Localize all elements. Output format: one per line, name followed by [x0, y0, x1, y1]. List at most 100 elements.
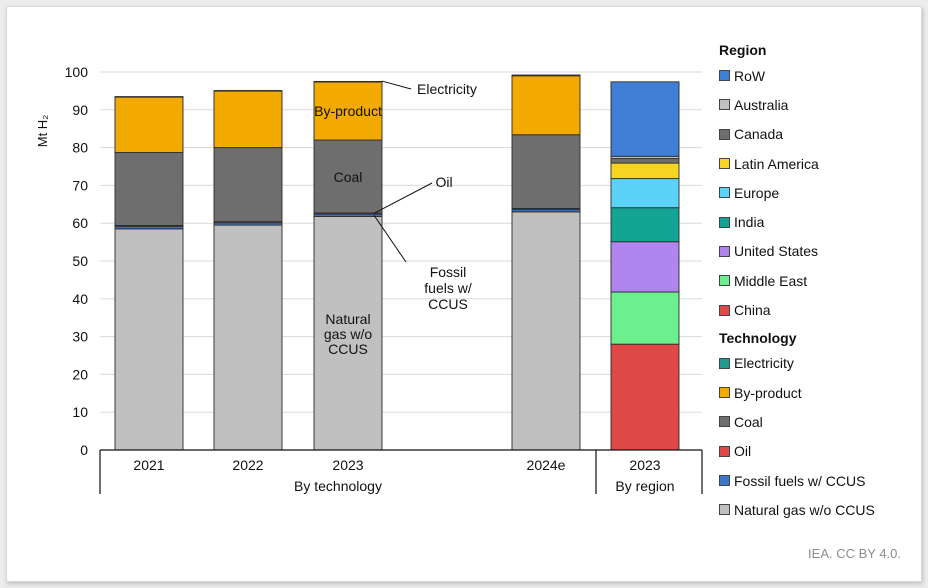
annotation-coal: Coal — [334, 169, 363, 185]
legend-item-technology: Electricity — [719, 349, 924, 378]
tech-bar-segment-electricity — [313, 80, 383, 83]
legend-swatch — [719, 158, 730, 170]
x-tick-label: 2021 — [133, 457, 164, 473]
legend-swatch — [719, 357, 730, 369]
annotation-electricity: Electricity — [417, 81, 477, 97]
legend-label: RoW — [734, 67, 766, 84]
tech-bar-segment-natural-gas-w-o-ccus — [511, 211, 581, 451]
legend-item-region: India — [719, 207, 924, 236]
region-bar-segment-middle-east — [610, 291, 680, 345]
tech-bar-segment-natural-gas-w-o-ccus — [114, 228, 184, 451]
legend-label: Canada — [734, 126, 784, 143]
legend-item-technology: Fossil fuels w/ CCUS — [719, 466, 924, 495]
x-tick-label: 2023 — [629, 457, 660, 473]
y-tick-label: 50 — [72, 253, 88, 269]
legend-label: Latin America — [734, 155, 819, 172]
annotation-natural-gas-line: CCUS — [328, 341, 368, 357]
region-bar-segment-europe — [610, 178, 680, 209]
y-axis-label: Mt H₂ — [35, 115, 50, 148]
legend-heading-region: Region — [719, 42, 767, 58]
legend-swatch — [719, 99, 730, 111]
tech-bar-segment-coal — [313, 139, 383, 214]
legend-label: Middle East — [734, 272, 808, 289]
annotation-natural-gas-line: gas w/o — [324, 326, 372, 342]
annotation-fossil-ccus-line: CCUS — [428, 296, 468, 312]
legend-label: Fossil fuels w/ CCUS — [734, 472, 866, 489]
legend-item-technology: Oil — [719, 437, 924, 466]
tech-bar-segment-electricity — [114, 96, 184, 98]
x-tick-label: 2023 — [332, 457, 363, 473]
chart-card: 0 10 20 30 40 50 60 70 80 90 100 Mt H₂ 2021 2022 2023 2… — [6, 6, 922, 582]
legend-item-region: Latin America — [719, 149, 924, 178]
legend-swatch — [719, 475, 730, 486]
annotation-fossil-ccus: Fossil fuels w/CCUS — [424, 264, 472, 312]
x-tick-label: 2022 — [232, 457, 263, 473]
tech-bar-segment-natural-gas-w-o-ccus — [313, 215, 383, 451]
tech-bar-segment-electricity — [213, 90, 283, 92]
legend-swatch — [719, 128, 730, 140]
y-tick-label: 80 — [72, 140, 88, 156]
tech-bar-segment-natural-gas-w-o-ccus — [213, 224, 283, 451]
y-tick-label: 70 — [72, 177, 88, 193]
region-bar-segment-canada — [610, 158, 680, 164]
legend-label: By-product — [734, 384, 802, 401]
y-tick-label: 30 — [72, 329, 88, 345]
tech-bar-segment-by-product — [511, 75, 581, 136]
leader-line-oil — [373, 182, 433, 214]
legend-item-region: RoW — [719, 61, 924, 90]
legend-label: Coal — [734, 413, 763, 430]
legend-swatch — [719, 387, 730, 399]
group-label-region: By region — [615, 478, 674, 494]
legend-swatch — [719, 504, 730, 516]
legend-item-region: Australia — [719, 90, 924, 119]
legend-item-region: Canada — [719, 120, 924, 149]
y-tick-label: 60 — [72, 215, 88, 231]
legend-swatch — [719, 445, 730, 457]
region-bar-segment-india — [610, 207, 680, 243]
annotation-fossil-ccus-line: Fossil — [430, 264, 467, 280]
x-tick-label: 2024e — [527, 457, 566, 473]
region-bar-segment-latin-america — [610, 162, 680, 180]
legend-swatch — [719, 187, 730, 199]
legend-label: Electricity — [734, 355, 794, 372]
region-bar-segment-united-states — [610, 241, 680, 293]
legend-label: India — [734, 214, 765, 231]
y-tick-label: 10 — [72, 404, 88, 420]
region-bar-segment-china — [610, 343, 680, 451]
legend: Region RoW Australia Canada Latin America Eur… — [719, 37, 924, 524]
legend-label: Europe — [734, 184, 780, 201]
legend-item-region: China — [719, 295, 924, 324]
legend-label: Australia — [734, 96, 789, 113]
tech-bar-segment-electricity — [511, 74, 581, 77]
tech-bar-segment-coal — [213, 147, 283, 223]
tech-bar-segment-by-product — [313, 81, 383, 141]
y-tick-label: 40 — [72, 291, 88, 307]
annotation-fossil-ccus-line: fuels w/ — [424, 280, 472, 296]
legend-swatch — [719, 304, 730, 316]
legend-label: Natural gas w/o CCUS — [734, 501, 875, 518]
stacked-bar-chart: 0 10 20 30 40 50 60 70 80 90 100 Mt H₂ 2021 2022 2023 2… — [35, 64, 703, 494]
credit-text: IEA. CC BY 4.0. — [808, 546, 901, 561]
legend-label: China — [734, 302, 771, 319]
legend-swatch — [719, 245, 730, 257]
region-bar-segment-row — [610, 81, 680, 157]
leader-line-electricity — [381, 80, 412, 90]
annotation-natural-gas: Natural gas w/o CCUS — [324, 311, 372, 357]
legend-swatch — [719, 216, 730, 228]
group-label-technology: By technology — [294, 478, 382, 494]
annotation-by-product: By-product — [314, 103, 382, 119]
tech-bar-segment-coal — [114, 152, 184, 226]
tech-bar-segment-coal — [511, 134, 581, 209]
legend-item-region: Europe — [719, 178, 924, 207]
y-tick-label: 100 — [65, 64, 89, 80]
leader-line-ccus — [373, 214, 407, 263]
legend-item-region: Middle East — [719, 266, 924, 295]
legend-swatch — [719, 416, 730, 428]
tech-bar-segment-by-product — [114, 96, 184, 153]
legend-item-technology: By-product — [719, 378, 924, 407]
y-tick-label: 0 — [80, 442, 88, 458]
annotation-oil: Oil — [435, 174, 452, 190]
tech-bar-segment-by-product — [213, 90, 283, 149]
legend-heading-technology: Technology — [719, 329, 797, 346]
legend-item-region: United States — [719, 237, 924, 266]
